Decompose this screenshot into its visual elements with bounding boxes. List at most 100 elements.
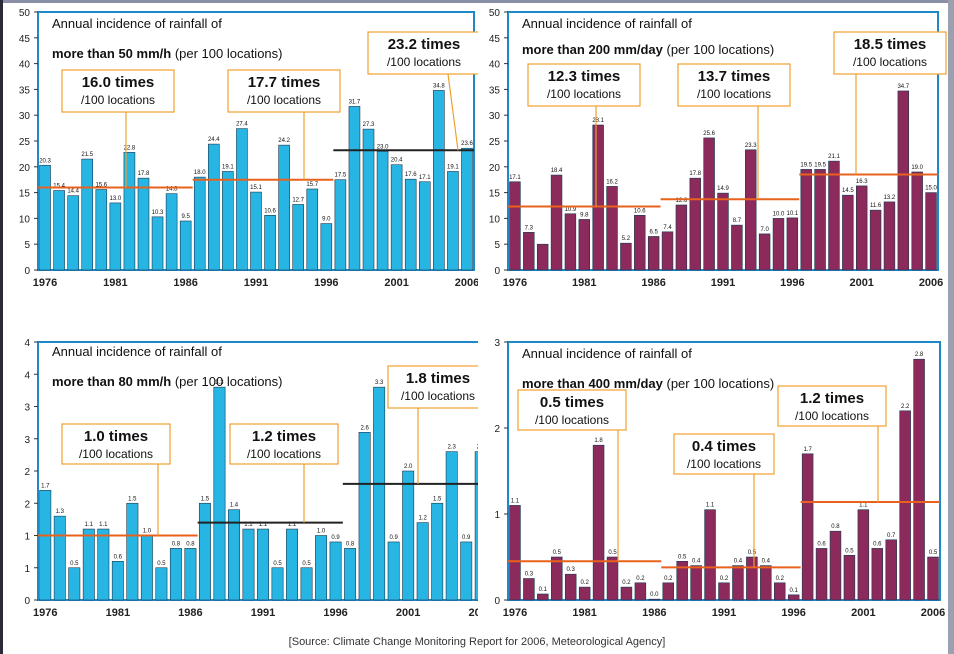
x-tick-label: 1986 [178,607,202,619]
bar-1989 [228,509,240,601]
x-tick-label: 1981 [103,277,127,289]
data-label-1979: 1.1 [85,522,94,528]
bar-1981 [578,219,591,271]
bar-1998 [348,106,361,271]
y-tick-label: 45 [19,34,31,45]
data-label-1991: 14.9 [717,186,729,192]
y-tick-label: 50 [19,8,31,19]
data-label-1993: 23.3 [745,143,757,149]
bar-1991 [250,191,262,271]
bar-1983 [137,177,150,271]
y-tick-label: 30 [19,111,31,122]
bar-1977 [523,578,535,601]
bar-1993 [278,144,290,271]
window-right-scrollbar[interactable] [948,0,954,654]
bar-2001 [857,509,870,601]
y-tick-label: 0 [494,266,500,277]
bar-1993 [286,528,298,601]
bar-1995 [774,582,786,601]
bar-1986 [648,598,661,601]
data-label-2006: 23.6 [461,141,473,147]
bar-2005 [913,358,925,601]
bar-1987 [193,176,206,271]
callout-box-3 [777,385,887,427]
callout-box-1 [527,63,641,107]
callout-unit-3: /100 locations [795,409,869,423]
y-tick-label: 10 [489,214,501,225]
y-tick-label: 15 [489,189,501,200]
y-tick-label: 10 [19,214,31,225]
data-label-1981: 0.2 [580,580,589,586]
data-label-1977: 7.3 [525,225,534,231]
data-label-1984: 0.2 [622,580,631,586]
data-label-1981: 0.6 [114,554,123,560]
bar-1988 [208,143,220,271]
callout-box-2 [673,433,775,475]
callout-times-2: 13.7 times [698,68,771,85]
bar-1995 [315,535,328,601]
x-tick-label: 2006 [455,277,478,289]
chart-title-unit: (per 100 locations) [663,376,774,391]
y-tick-label: 35 [489,85,501,96]
callout-box-3 [833,31,947,75]
y-tick-label: 45 [489,34,501,45]
data-label-1976: 1.7 [41,483,50,489]
data-label-1986: 6.5 [649,229,658,235]
bar-2000 [842,194,854,271]
data-label-1996: 0.1 [790,588,799,594]
data-label-2006: 15.0 [925,186,937,192]
data-label-1990: 25.6 [703,131,715,137]
data-label-2003: 0.7 [887,533,896,539]
x-tick-label: 1976 [503,277,527,289]
data-label-1983: 17.8 [138,171,150,177]
y-tick-label: 2 [24,499,30,510]
chart-title-line2: more than 80 mm/h (per 100 locations) [52,374,282,389]
bar-1980 [95,189,108,271]
chart-title-unit: (per 100 locations) [171,46,282,61]
data-label-1999: 27.3 [363,122,375,128]
bar-1997 [334,179,347,271]
x-tick-label: 1986 [173,277,197,289]
data-label-1993: 0.5 [748,550,757,556]
bar-1979 [81,158,94,271]
bar-1978 [68,567,81,601]
chart-title-line2: more than 50 mm/h (per 100 locations) [52,46,282,61]
x-tick-label: 1996 [323,607,347,619]
bar-1996 [320,223,333,271]
bar-1999 [373,386,386,601]
bar-1979 [82,528,95,601]
data-label-1996: 0.9 [331,535,340,541]
callout-unit-1: /100 locations [79,447,153,461]
callout-times-1: 12.3 times [548,68,621,85]
x-tick-label: 1976 [33,277,57,289]
bar-1990 [704,509,716,601]
bar-2006 [927,556,939,601]
bar-2004 [433,90,445,271]
data-label-1992: 0.5 [273,561,282,567]
bar-1991 [257,528,269,601]
bar-2006 [925,192,937,271]
chart-80mmh: 0 1 1 2 2 3 3 4 4 1.7 1.3 0.5 1.1 1.1 0.6 1.5 1.0 0.5 0.8 0… [24,338,493,619]
data-label-1983: 0.5 [608,550,617,556]
bar-2002 [871,548,884,601]
data-label-2000: 0.9 [389,535,398,541]
bar-1986 [647,236,660,271]
x-tick-label: 1981 [106,607,130,619]
bar-2001 [855,185,868,271]
x-tick-label: 2006 [468,607,478,619]
bar-1994 [758,233,771,271]
callout-times-3: 23.2 times [388,36,461,53]
bar-1991 [717,192,729,271]
data-label-2002: 17.6 [405,172,417,178]
y-tick-label: 4 [24,370,30,381]
data-label-1976: 20.3 [39,158,51,164]
bar-1986 [179,220,192,271]
y-tick-label: 20 [19,163,31,174]
y-tick-label: 40 [489,60,501,71]
x-tick-label: 1991 [712,607,736,619]
data-label-1985: 0.8 [172,541,181,547]
data-label-1994: 7.0 [760,227,769,233]
callout-box-2 [677,63,791,107]
x-tick-label: 1991 [251,607,275,619]
data-label-2002: 1.2 [419,516,428,522]
